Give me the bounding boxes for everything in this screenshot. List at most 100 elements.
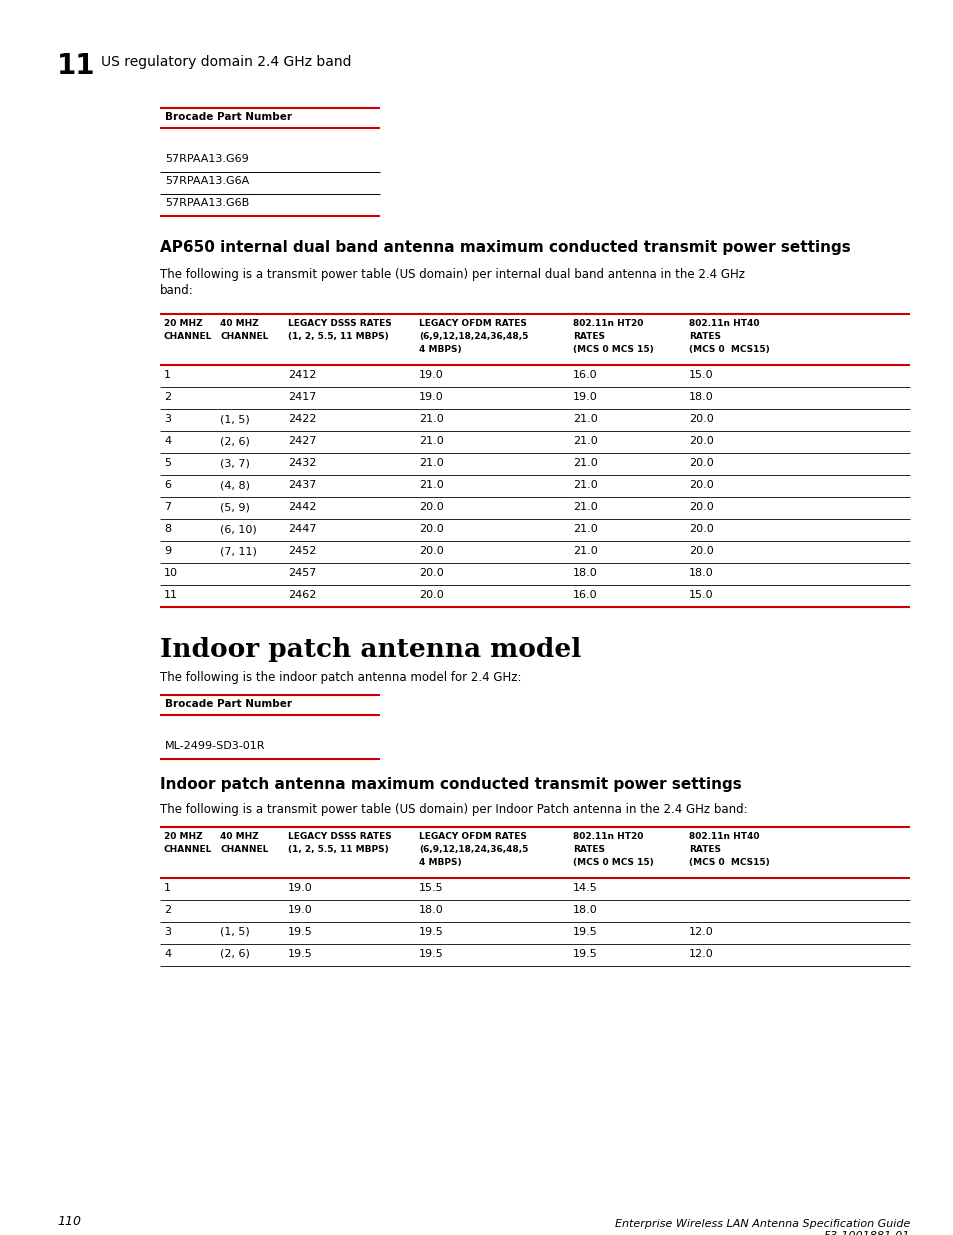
Text: Brocade Part Number: Brocade Part Number — [165, 699, 292, 709]
Text: 2: 2 — [164, 391, 171, 403]
Text: 40 MHZ: 40 MHZ — [220, 832, 258, 841]
Text: 15.0: 15.0 — [688, 370, 713, 380]
Text: Indoor patch antenna maximum conducted transmit power settings: Indoor patch antenna maximum conducted t… — [160, 777, 741, 792]
Text: ML-2499-SD3-01R: ML-2499-SD3-01R — [165, 741, 265, 751]
Text: (6,9,12,18,24,36,48,5: (6,9,12,18,24,36,48,5 — [418, 845, 528, 853]
Text: CHANNEL: CHANNEL — [220, 845, 269, 853]
Text: 18.0: 18.0 — [572, 905, 597, 915]
Text: (1, 5): (1, 5) — [220, 414, 250, 424]
Text: 16.0: 16.0 — [572, 590, 597, 600]
Text: (1, 2, 5.5, 11 MBPS): (1, 2, 5.5, 11 MBPS) — [288, 845, 388, 853]
Text: 2447: 2447 — [288, 524, 315, 534]
Text: 57RPAA13.G69: 57RPAA13.G69 — [165, 154, 249, 164]
Text: 21.0: 21.0 — [572, 501, 597, 513]
Text: (6,9,12,18,24,36,48,5: (6,9,12,18,24,36,48,5 — [418, 332, 528, 341]
Text: 19.0: 19.0 — [288, 883, 313, 893]
Text: 20.0: 20.0 — [418, 546, 443, 556]
Text: CHANNEL: CHANNEL — [220, 332, 269, 341]
Text: LEGACY OFDM RATES: LEGACY OFDM RATES — [418, 319, 526, 329]
Text: 57RPAA13.G6B: 57RPAA13.G6B — [165, 198, 249, 207]
Text: 21.0: 21.0 — [572, 458, 597, 468]
Text: (MCS 0 MCS 15): (MCS 0 MCS 15) — [572, 858, 653, 867]
Text: 5: 5 — [164, 458, 171, 468]
Text: 11: 11 — [57, 52, 95, 80]
Text: (2, 6): (2, 6) — [220, 948, 250, 960]
Text: 1: 1 — [164, 370, 171, 380]
Text: 21.0: 21.0 — [418, 414, 443, 424]
Text: 12.0: 12.0 — [688, 927, 713, 937]
Text: 2437: 2437 — [288, 480, 315, 490]
Text: 2: 2 — [164, 905, 171, 915]
Text: LEGACY OFDM RATES: LEGACY OFDM RATES — [418, 832, 526, 841]
Text: CHANNEL: CHANNEL — [164, 845, 213, 853]
Text: Brocade Part Number: Brocade Part Number — [165, 112, 292, 122]
Text: 8: 8 — [164, 524, 171, 534]
Text: AP650 internal dual band antenna maximum conducted transmit power settings: AP650 internal dual band antenna maximum… — [160, 240, 850, 254]
Text: band:: band: — [160, 284, 193, 296]
Text: 20.0: 20.0 — [418, 590, 443, 600]
Text: 2412: 2412 — [288, 370, 315, 380]
Text: 19.5: 19.5 — [288, 948, 313, 960]
Text: 802.11n HT20: 802.11n HT20 — [572, 832, 642, 841]
Text: (3, 7): (3, 7) — [220, 458, 250, 468]
Text: (1, 2, 5.5, 11 MBPS): (1, 2, 5.5, 11 MBPS) — [288, 332, 388, 341]
Text: 110: 110 — [57, 1215, 81, 1228]
Text: 2442: 2442 — [288, 501, 315, 513]
Text: 20 MHZ: 20 MHZ — [164, 832, 202, 841]
Text: 19.5: 19.5 — [572, 948, 597, 960]
Text: US regulatory domain 2.4 GHz band: US regulatory domain 2.4 GHz band — [101, 56, 351, 69]
Text: 21.0: 21.0 — [418, 480, 443, 490]
Text: LEGACY DSSS RATES: LEGACY DSSS RATES — [288, 832, 391, 841]
Text: 10: 10 — [164, 568, 178, 578]
Text: 2457: 2457 — [288, 568, 315, 578]
Text: 19.0: 19.0 — [572, 391, 597, 403]
Text: (4, 8): (4, 8) — [220, 480, 250, 490]
Text: 19.0: 19.0 — [418, 391, 443, 403]
Text: 21.0: 21.0 — [572, 524, 597, 534]
Text: 21.0: 21.0 — [572, 546, 597, 556]
Text: 21.0: 21.0 — [418, 436, 443, 446]
Text: 40 MHZ: 40 MHZ — [220, 319, 258, 329]
Text: RATES: RATES — [572, 845, 604, 853]
Text: (7, 11): (7, 11) — [220, 546, 257, 556]
Text: 19.5: 19.5 — [572, 927, 597, 937]
Text: Indoor patch antenna model: Indoor patch antenna model — [160, 637, 580, 662]
Text: 4 MBPS): 4 MBPS) — [418, 858, 461, 867]
Text: 802.11n HT20: 802.11n HT20 — [572, 319, 642, 329]
Text: 18.0: 18.0 — [572, 568, 597, 578]
Text: 15.5: 15.5 — [418, 883, 443, 893]
Text: 57RPAA13.G6A: 57RPAA13.G6A — [165, 177, 249, 186]
Text: 1: 1 — [164, 883, 171, 893]
Text: 15.0: 15.0 — [688, 590, 713, 600]
Text: (MCS 0 MCS 15): (MCS 0 MCS 15) — [572, 345, 653, 354]
Text: 20.0: 20.0 — [418, 524, 443, 534]
Text: 20.0: 20.0 — [688, 458, 713, 468]
Text: 802.11n HT40: 802.11n HT40 — [688, 319, 759, 329]
Text: (MCS 0  MCS15): (MCS 0 MCS15) — [688, 858, 769, 867]
Text: 14.5: 14.5 — [572, 883, 597, 893]
Text: RATES: RATES — [688, 332, 720, 341]
Text: (1, 5): (1, 5) — [220, 927, 250, 937]
Text: The following is the indoor patch antenna model for 2.4 GHz:: The following is the indoor patch antenn… — [160, 671, 521, 684]
Text: 2422: 2422 — [288, 414, 315, 424]
Text: (6, 10): (6, 10) — [220, 524, 256, 534]
Text: 19.5: 19.5 — [418, 948, 443, 960]
Text: LEGACY DSSS RATES: LEGACY DSSS RATES — [288, 319, 391, 329]
Text: 20 MHZ: 20 MHZ — [164, 319, 202, 329]
Text: 2452: 2452 — [288, 546, 315, 556]
Text: 12.0: 12.0 — [688, 948, 713, 960]
Text: 18.0: 18.0 — [418, 905, 443, 915]
Text: 11: 11 — [164, 590, 178, 600]
Text: 6: 6 — [164, 480, 171, 490]
Text: 7: 7 — [164, 501, 171, 513]
Text: RATES: RATES — [688, 845, 720, 853]
Text: 3: 3 — [164, 414, 171, 424]
Text: 20.0: 20.0 — [688, 546, 713, 556]
Text: RATES: RATES — [572, 332, 604, 341]
Text: 16.0: 16.0 — [572, 370, 597, 380]
Text: 4: 4 — [164, 948, 171, 960]
Text: 20.0: 20.0 — [688, 480, 713, 490]
Text: (2, 6): (2, 6) — [220, 436, 250, 446]
Text: The following is a transmit power table (US domain) per Indoor Patch antenna in : The following is a transmit power table … — [160, 803, 747, 816]
Text: 802.11n HT40: 802.11n HT40 — [688, 832, 759, 841]
